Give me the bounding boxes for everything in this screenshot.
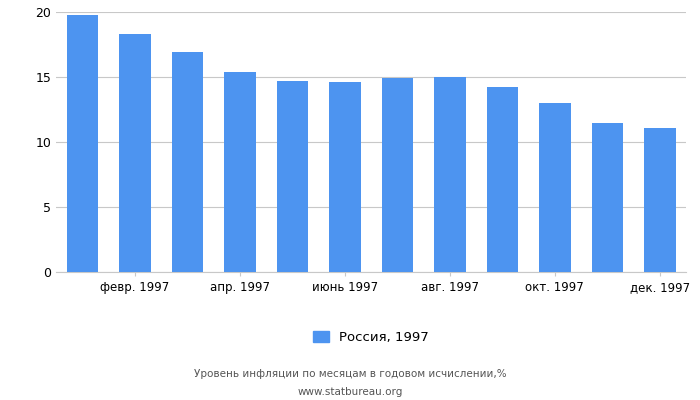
Bar — [329, 82, 360, 272]
Bar — [119, 34, 150, 272]
Text: Уровень инфляции по месяцам в годовом исчислении,%: Уровень инфляции по месяцам в годовом ис… — [194, 369, 506, 379]
Legend: Россия, 1997: Россия, 1997 — [313, 330, 429, 344]
Bar — [486, 87, 518, 272]
Bar — [644, 128, 676, 272]
Bar — [66, 14, 98, 272]
Text: www.statbureau.org: www.statbureau.org — [298, 387, 402, 397]
Bar — [382, 78, 413, 272]
Bar — [172, 52, 203, 272]
Bar — [434, 77, 466, 272]
Bar — [224, 72, 256, 272]
Bar — [276, 81, 308, 272]
Bar — [592, 122, 623, 272]
Bar — [539, 103, 570, 272]
